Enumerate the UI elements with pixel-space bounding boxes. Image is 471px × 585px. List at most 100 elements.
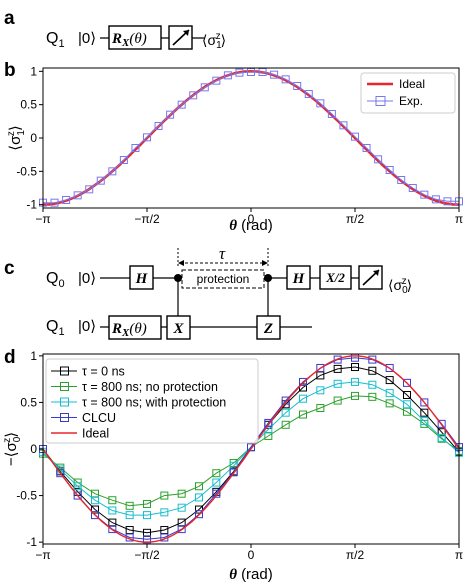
chart-b-series-1-point	[351, 132, 359, 141]
circuit-c-rx-label: RX(θ)	[111, 321, 147, 339]
chart-d-series-2-point	[403, 400, 411, 409]
chart-b-series-1-point	[85, 185, 94, 194]
chart-b-xtick-label: −π	[35, 212, 50, 226]
chart-b-series-1-point	[408, 184, 417, 192]
circuit-a-output: ⟨σ1z⟩	[202, 31, 226, 51]
chart-d-series-3-point	[195, 510, 203, 519]
chart-b-series-1-point	[50, 198, 59, 207]
chart-d-xtick-label: 0	[248, 548, 255, 562]
chart-d-ytick-label: 0	[30, 442, 37, 456]
chart-b-series-1-point	[154, 122, 163, 130]
chart-b-series-1-point	[316, 99, 325, 108]
legend-label-ideal-b: Ideal	[399, 77, 425, 91]
circuit-a-rx-gate	[108, 25, 162, 50]
chart-d-series-3-point	[403, 378, 411, 387]
circuit-c-x-label: X	[172, 321, 184, 337]
chart-b-ytick-label: -1	[26, 198, 37, 212]
circuit-c-q1-ket: |0⟩	[78, 318, 96, 335]
chart-d-series-1-point	[385, 399, 394, 408]
chart-d-series-1-point	[281, 420, 290, 429]
circuit-c-q0-ket: |0⟩	[78, 270, 96, 287]
chart-d-legend-label-1: τ = 800 ns; no protection	[82, 380, 218, 394]
chart-b-xtick-label: 0	[248, 212, 255, 226]
chart-d-series-3-point	[143, 535, 151, 544]
measure-arrowhead-icon	[183, 30, 189, 36]
chart-b-ytick-label: -0.5	[16, 164, 37, 178]
chart-b-series-1-point	[362, 144, 371, 152]
chart-d-series-1-point	[143, 499, 151, 508]
legend-marker-exp-b	[375, 96, 386, 106]
chart-d-series-0-point	[91, 505, 99, 514]
chart-b-ylabel: ⟨σ1z⟩	[6, 125, 27, 151]
chart-b-series-1-point	[339, 121, 348, 130]
chart-d-ytick-label: -0.5	[16, 489, 37, 503]
chart-d-series-3-point	[247, 443, 255, 452]
chart-d-series-2-point	[437, 433, 446, 442]
chart-d-series-4-line	[42, 355, 460, 543]
chart-b-series-1-point	[119, 156, 128, 164]
circuit-c-h-gate-2	[286, 265, 311, 290]
chart-b-series-1-point	[420, 190, 429, 199]
circuit-c-output: ⟨σ0z⟩	[388, 276, 412, 296]
chart-b-xtick-label: π/2	[346, 212, 365, 226]
tau-label: τ	[219, 244, 226, 263]
chart-d-series-2-point	[125, 511, 134, 520]
chart-b-series-1-point	[177, 100, 186, 109]
chart-d-series-2-point	[195, 493, 203, 502]
chart-d-series-1-point	[108, 496, 117, 505]
circuit-c: Q0 |0⟩ H τ protection H X/2 ⟨σ0z⟩ Q1 |0⟩…	[46, 244, 412, 340]
chart-d-series-1-point	[212, 469, 221, 478]
chart-b-series-1-point	[223, 71, 232, 80]
chart-d-series-3-point	[368, 355, 377, 364]
chart-d-series-3-point	[437, 419, 446, 428]
chart-b-xlabel: θ (rad)	[229, 217, 272, 234]
chart-d-series-3-point	[281, 396, 290, 405]
protection-box	[181, 269, 265, 289]
panel-label-b: b	[4, 60, 16, 81]
chart-d-series-1-point	[316, 404, 325, 413]
chart-d-legend-label-3: CLCU	[82, 411, 116, 425]
chart-b-series-1-point	[131, 144, 140, 152]
chart-d-series-3-point	[229, 468, 238, 477]
control-dot-x	[174, 274, 182, 282]
chart-b-series-1-point	[281, 75, 290, 84]
circuit-c-rx-gate	[108, 315, 162, 340]
chart-d-series-3-point	[212, 489, 221, 498]
chart-d-series-2-point	[108, 506, 117, 515]
chart-b-series-1-point	[189, 91, 198, 100]
circuit-c-h-gate-1	[129, 265, 154, 290]
chart-d-series-1-point	[333, 396, 342, 405]
chart-b-series-1-point	[62, 196, 71, 204]
chart-b-series-1-point	[143, 133, 151, 142]
chart-d-series-2-point	[368, 380, 377, 389]
chart-b-series-1-line	[43, 71, 459, 204]
chart-b: −π −π/2 0 π/2 π 1 0.5 0 -0.5 -1 θ (rad) ⟨σ1z⟩ Idea…	[6, 64, 463, 234]
measure-arrowhead-icon	[373, 270, 379, 276]
chart-d-series-0-point	[368, 366, 377, 375]
chart-d-series-1-point	[299, 410, 307, 419]
chart-d-series-3-point	[264, 418, 273, 427]
chart-b-series-1-point	[293, 82, 302, 90]
circuit-a: Q1 |0⟩ RX(θ) ⟨σ1z⟩	[46, 25, 226, 51]
chart-d-series-3-point	[73, 491, 82, 500]
chart-d-series-3-point	[316, 363, 325, 372]
chart-d-lines	[39, 353, 463, 544]
chart-d-legend-marker-0	[60, 366, 69, 376]
circuit-c-h-label-1: H	[135, 271, 149, 287]
chart-d-series-0-point	[403, 390, 411, 399]
chart-d-series-3-point	[420, 398, 429, 407]
chart-d-series-2-point	[333, 379, 342, 388]
chart-b-series-1-point	[73, 191, 82, 200]
chart-d-legend-marker-1	[60, 382, 69, 391]
legend-label-exp-b: Exp.	[399, 94, 423, 108]
chart-b-series-1-point	[304, 90, 313, 98]
chart-b-series-1-point	[96, 176, 105, 185]
circuit-c-x2-gate	[319, 265, 352, 290]
chart-d-legend: τ = 0 nsτ = 800 ns; no protection τ = 800…	[45, 358, 259, 444]
chart-d-series-1-point	[195, 482, 203, 491]
chart-d-series-3-point	[108, 525, 117, 534]
chart-b-series-1-point	[443, 197, 452, 206]
chart-d-series-3-point	[299, 377, 307, 386]
chart-d-legend-label-4: Ideal	[82, 427, 109, 441]
circuit-a-qubit-label: Q1	[46, 30, 65, 50]
